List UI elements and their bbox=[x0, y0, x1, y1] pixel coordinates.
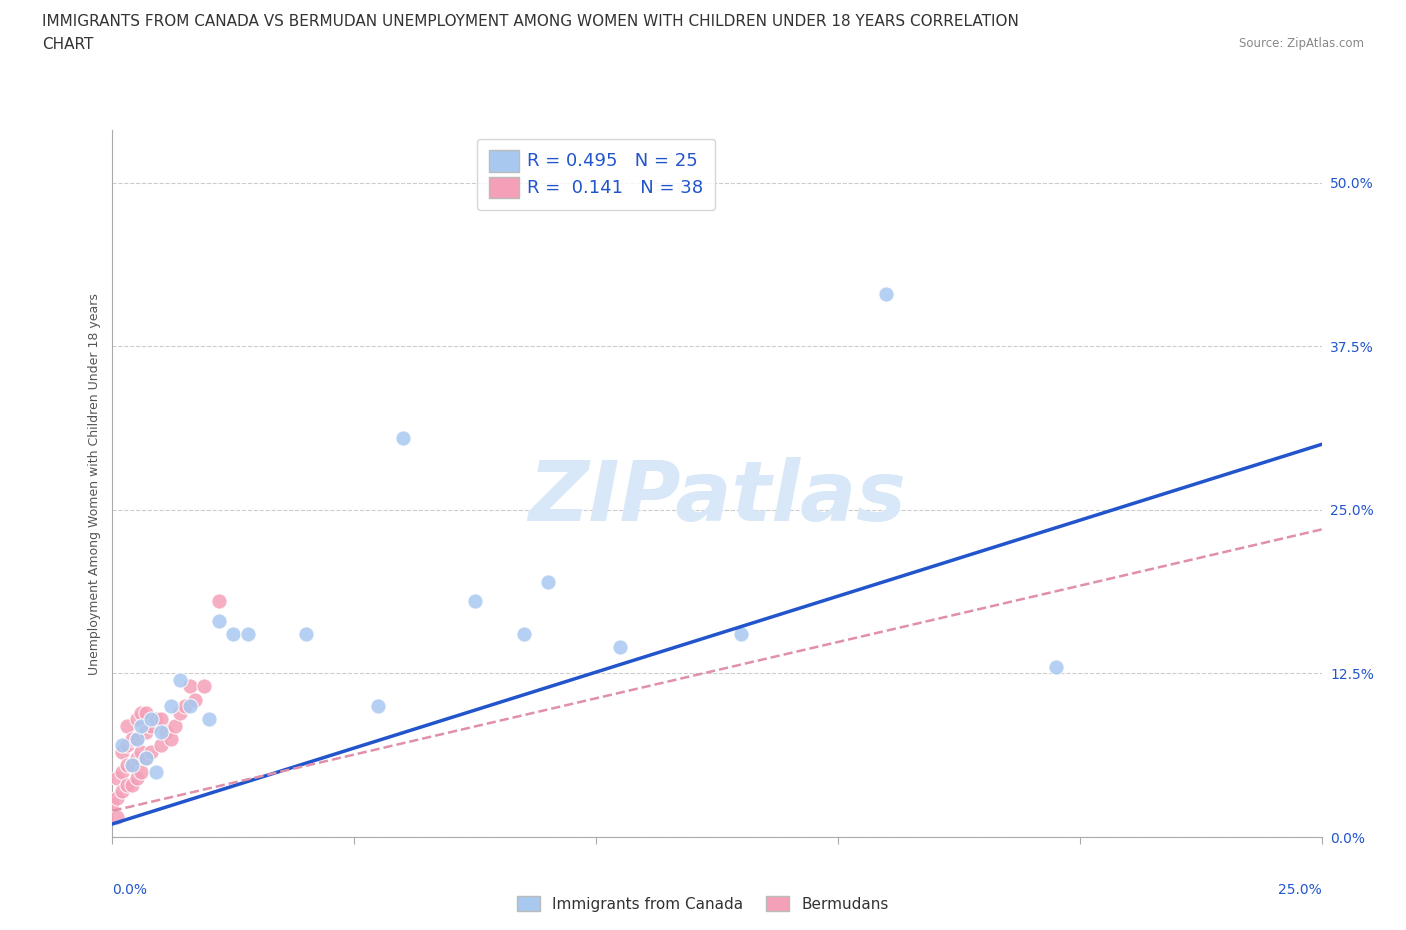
Point bbox=[159, 731, 181, 746]
Text: CHART: CHART bbox=[42, 37, 94, 52]
Point bbox=[111, 737, 134, 752]
Point bbox=[875, 286, 897, 301]
Point bbox=[141, 745, 163, 760]
Point bbox=[609, 640, 631, 655]
Point bbox=[730, 627, 752, 642]
Point bbox=[111, 745, 134, 760]
Point bbox=[165, 718, 187, 733]
Point bbox=[115, 777, 138, 792]
Point bbox=[125, 751, 148, 766]
Point bbox=[149, 724, 172, 739]
Legend: Immigrants from Canada, Bermudans: Immigrants from Canada, Bermudans bbox=[510, 889, 896, 918]
Point bbox=[125, 731, 148, 746]
Point bbox=[121, 731, 143, 746]
Point bbox=[537, 575, 560, 590]
Point bbox=[155, 724, 177, 739]
Point bbox=[159, 698, 181, 713]
Point bbox=[179, 698, 201, 713]
Point bbox=[121, 777, 143, 792]
Point bbox=[111, 784, 134, 799]
Point bbox=[115, 758, 138, 773]
Point bbox=[131, 745, 153, 760]
Point bbox=[295, 627, 318, 642]
Point bbox=[198, 711, 221, 726]
Point bbox=[125, 771, 148, 786]
Text: 25.0%: 25.0% bbox=[1278, 883, 1322, 897]
Point bbox=[135, 751, 157, 766]
Point bbox=[101, 797, 124, 812]
Point bbox=[149, 737, 172, 752]
Point bbox=[131, 718, 153, 733]
Text: 0.0%: 0.0% bbox=[112, 883, 148, 897]
Text: Source: ZipAtlas.com: Source: ZipAtlas.com bbox=[1239, 37, 1364, 50]
Text: ZIPatlas: ZIPatlas bbox=[529, 458, 905, 538]
Point bbox=[121, 758, 143, 773]
Point bbox=[105, 771, 128, 786]
Point bbox=[149, 711, 172, 726]
Point bbox=[145, 764, 167, 779]
Point bbox=[135, 724, 157, 739]
Point bbox=[125, 711, 148, 726]
Point bbox=[105, 810, 128, 825]
Point bbox=[141, 718, 163, 733]
Point bbox=[464, 594, 486, 609]
Point bbox=[174, 698, 197, 713]
Point bbox=[391, 431, 413, 445]
Point bbox=[131, 764, 153, 779]
Point bbox=[1045, 659, 1067, 674]
Point bbox=[179, 679, 201, 694]
Point bbox=[183, 692, 205, 707]
Point bbox=[193, 679, 215, 694]
Point bbox=[208, 594, 231, 609]
Point bbox=[169, 705, 191, 720]
Point bbox=[135, 751, 157, 766]
Y-axis label: Unemployment Among Women with Children Under 18 years: Unemployment Among Women with Children U… bbox=[89, 293, 101, 674]
Point bbox=[115, 718, 138, 733]
Point bbox=[111, 764, 134, 779]
Point bbox=[131, 705, 153, 720]
Point bbox=[367, 698, 389, 713]
Legend: R = 0.495   N = 25, R =  0.141   N = 38: R = 0.495 N = 25, R = 0.141 N = 38 bbox=[477, 139, 716, 209]
Point bbox=[125, 731, 148, 746]
Point bbox=[512, 627, 534, 642]
Point bbox=[121, 758, 143, 773]
Point bbox=[222, 627, 245, 642]
Point bbox=[208, 614, 231, 629]
Point bbox=[141, 711, 163, 726]
Point bbox=[115, 737, 138, 752]
Point bbox=[236, 627, 259, 642]
Point bbox=[135, 705, 157, 720]
Point bbox=[145, 711, 167, 726]
Point bbox=[105, 790, 128, 805]
Point bbox=[169, 672, 191, 687]
Text: IMMIGRANTS FROM CANADA VS BERMUDAN UNEMPLOYMENT AMONG WOMEN WITH CHILDREN UNDER : IMMIGRANTS FROM CANADA VS BERMUDAN UNEMP… bbox=[42, 14, 1019, 29]
